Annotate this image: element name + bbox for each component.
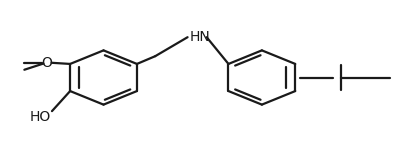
Text: HO: HO <box>29 110 50 124</box>
Text: O: O <box>41 56 52 70</box>
Text: HN: HN <box>189 30 210 44</box>
